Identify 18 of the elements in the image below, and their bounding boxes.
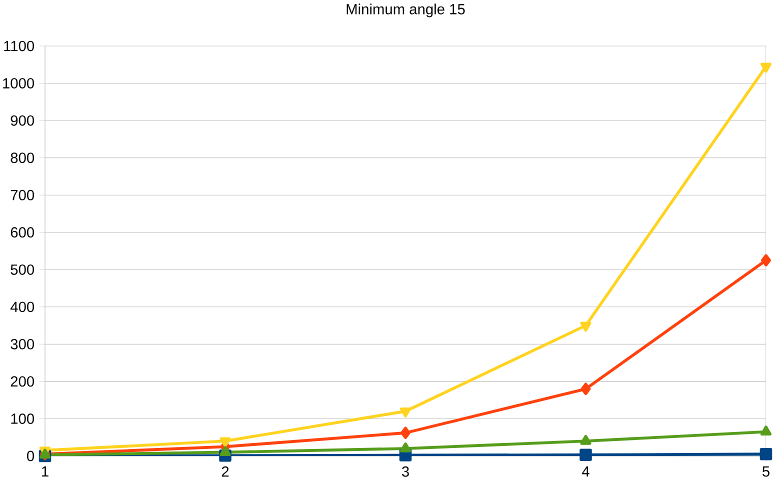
chart-title: Minimum angle 15 xyxy=(346,4,465,18)
x-tick-label: 1 xyxy=(42,466,48,476)
y-tick-label: 700 xyxy=(10,190,34,200)
y-tick-label: 1000 xyxy=(3,78,34,88)
x-tick-label: 2 xyxy=(222,466,229,477)
y-tick-label: 300 xyxy=(10,338,34,350)
y-tick-label: 500 xyxy=(10,264,34,275)
x-tick-label: 4 xyxy=(582,466,590,476)
x-tick-label: 5 xyxy=(762,466,770,477)
x-tick-label: 3 xyxy=(402,466,409,477)
y-tick-label: 600 xyxy=(10,227,34,238)
y-tick-label: 400 xyxy=(10,302,34,312)
y-tick-label: 200 xyxy=(10,376,34,387)
y-tick-label: 0 xyxy=(27,450,34,462)
y-tick-label: 800 xyxy=(10,152,34,164)
y-tick-label: 900 xyxy=(10,115,34,126)
y-tick-label: 100 xyxy=(11,414,34,424)
y-tick-label: 1100 xyxy=(4,40,34,52)
